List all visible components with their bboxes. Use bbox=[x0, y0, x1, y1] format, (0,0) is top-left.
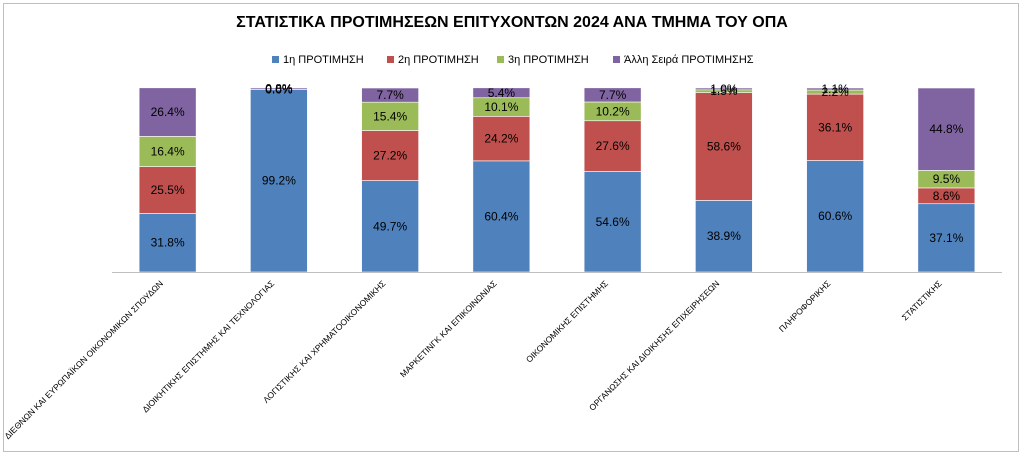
bar-segment bbox=[583, 120, 642, 172]
category-label: ΜΑΡΚΕΤΙΝΓΚ ΚΑΙ ΕΠΙΚΟΙΝΩΝΙΑΣ bbox=[398, 278, 499, 379]
chart-title: ΣΤΑΤΙΣΤΙΚΑ ΠΡΟΤΙΜΗΣΕΩΝ ΕΠΙΤΥΧΟΝΤΩΝ 2024 … bbox=[236, 14, 788, 31]
category-label: ΣΤΑΤΙΣΤΙΚΗΣ bbox=[900, 278, 944, 322]
category-label: ΔΙΟΙΚΗΤΙΚΗΣ ΕΠΙΣΤΗΜΗΣ ΚΑΙ ΤΕΧΝΟΛΟΓΙΑΣ bbox=[140, 278, 276, 414]
legend-label: 2η ΠΡΟΤΙΜΗΣΗ bbox=[398, 54, 479, 66]
category-label: ΔΙΕΘΝΩΝ ΚΑΙ ΕΥΡΩΠΑΪΚΩΝ ΟΙΚΟΝΟΜΙΚΩΝ ΣΠΟΥΔ… bbox=[2, 278, 165, 441]
category-label: ΟΙΚΟΝΟΜΙΚΗΣ ΕΠΙΣΤΗΜΗΣ bbox=[524, 278, 610, 364]
data-label: 7.7% bbox=[599, 88, 627, 102]
bar-segment bbox=[806, 93, 864, 161]
data-label: 10.1% bbox=[484, 100, 518, 114]
legend-label: 3η ΠΡΟΤΙΜΗΣΗ bbox=[508, 54, 589, 66]
data-label: 2.2% bbox=[821, 85, 849, 99]
data-label: 38.9% bbox=[707, 229, 741, 243]
data-label: 54.6% bbox=[596, 215, 630, 229]
data-label: 0.8% bbox=[265, 82, 293, 96]
bars bbox=[138, 87, 976, 273]
bar-segment bbox=[361, 180, 419, 273]
data-label: 1.1% bbox=[821, 82, 849, 96]
bar-segment bbox=[806, 160, 864, 273]
bar-segment bbox=[695, 87, 753, 91]
data-label: 27.2% bbox=[373, 149, 407, 163]
data-label: 7.7% bbox=[376, 88, 404, 102]
data-label: 0.0% bbox=[265, 82, 293, 96]
bar-segment bbox=[138, 136, 197, 167]
bar-segment bbox=[361, 87, 419, 103]
legend-swatch bbox=[387, 56, 394, 63]
data-label: 49.7% bbox=[373, 219, 407, 233]
legend-label: Άλλη Σειρά ΠΡΟΤΙΜΗΣΗΣ bbox=[624, 54, 754, 66]
data-label: 36.1% bbox=[818, 120, 852, 134]
category-label: ΟΡΓΑΝΩΣΗΣ ΚΑΙ ΔΙΟΙΚΗΣΗΣ ΕΠΙΧΕΙΡΗΣΕΩΝ bbox=[587, 278, 721, 412]
legend-swatch bbox=[497, 56, 504, 63]
data-label: 26.4% bbox=[151, 105, 185, 119]
bar-segment bbox=[917, 203, 976, 273]
data-label: 1.0% bbox=[710, 82, 738, 96]
bar-segment bbox=[472, 160, 531, 273]
bar-segment bbox=[583, 87, 642, 103]
bar-segment bbox=[138, 166, 197, 214]
bar-segment bbox=[472, 87, 531, 99]
bar-segment bbox=[917, 87, 976, 171]
bar-segment bbox=[695, 200, 753, 273]
bar-segment bbox=[361, 101, 419, 131]
legend-swatch bbox=[613, 56, 620, 63]
data-label: 37.1% bbox=[929, 231, 963, 245]
bar-segment bbox=[250, 89, 308, 273]
data-label: 60.6% bbox=[818, 209, 852, 223]
category-labels: ΔΙΕΘΝΩΝ ΚΑΙ ΕΥΡΩΠΑΪΚΩΝ ΟΙΚΟΝΟΜΙΚΩΝ ΣΠΟΥΔ… bbox=[2, 278, 943, 441]
bar-segment bbox=[361, 130, 419, 181]
bar-segment bbox=[472, 116, 531, 162]
data-label: 8.6% bbox=[933, 189, 961, 203]
data-label: 15.4% bbox=[373, 109, 407, 123]
data-labels: 31.8%25.5%16.4%26.4%99.2%0.0%0.0%0.8%49.… bbox=[151, 82, 964, 250]
data-label: 60.4% bbox=[484, 209, 518, 223]
bar-segment bbox=[806, 87, 864, 91]
category-label: ΠΛΗΡΟΦΟΡΙΚΗΣ bbox=[777, 278, 833, 334]
data-label: 1.5% bbox=[710, 84, 738, 98]
data-label: 44.8% bbox=[929, 122, 963, 136]
data-label: 10.2% bbox=[596, 104, 630, 118]
bar-segment bbox=[583, 171, 642, 273]
category-label: ΛΟΓΙΣΤΙΚΗΣ ΚΑΙ ΧΡΗΜΑΤΟΟΙΚΟΝΟΜΙΚΗΣ bbox=[261, 278, 388, 405]
data-label: 0.0% bbox=[265, 82, 293, 96]
bar-segment bbox=[250, 87, 308, 90]
data-label: 27.6% bbox=[596, 139, 630, 153]
data-label: 25.5% bbox=[151, 183, 185, 197]
data-label: 99.2% bbox=[262, 174, 296, 188]
data-label: 31.8% bbox=[151, 236, 185, 250]
legend-label: 1η ΠΡΟΤΙΜΗΣΗ bbox=[283, 54, 364, 66]
data-label: 58.6% bbox=[707, 140, 741, 154]
bar-segment bbox=[138, 87, 197, 137]
legend: 1η ΠΡΟΤΙΜΗΣΗ 2η ΠΡΟΤΙΜΗΣΗ 3η ΠΡΟΤΙΜΗΣΗ Άλλη… bbox=[272, 54, 754, 66]
data-label: 24.2% bbox=[484, 132, 518, 146]
data-label: 9.5% bbox=[933, 172, 961, 186]
data-label: 5.4% bbox=[488, 86, 516, 100]
legend-swatch bbox=[272, 56, 279, 63]
data-label: 16.4% bbox=[151, 144, 185, 158]
bar-segment bbox=[695, 92, 753, 201]
